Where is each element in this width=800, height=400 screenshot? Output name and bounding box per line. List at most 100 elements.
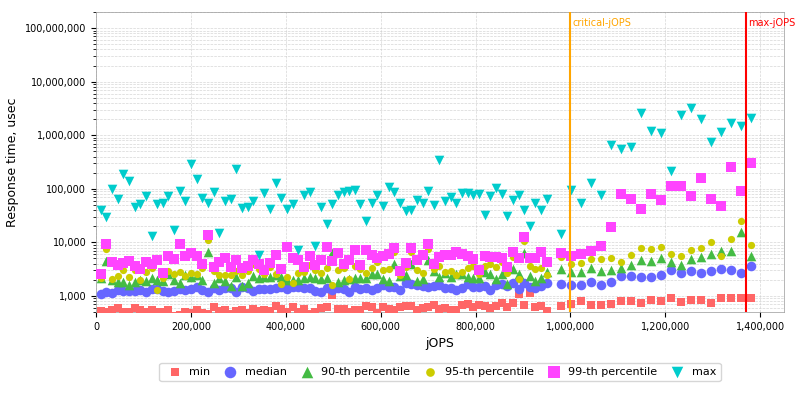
95-th percentile	[224, 272, 237, 278]
max	[462, 190, 474, 196]
99-th percentile	[168, 256, 181, 263]
min	[438, 304, 451, 311]
min	[349, 307, 362, 314]
median	[349, 284, 362, 291]
90-th percentile	[246, 273, 259, 279]
99-th percentile	[501, 264, 514, 270]
90-th percentile	[342, 276, 355, 282]
99-th percentile	[246, 257, 259, 263]
90-th percentile	[422, 257, 434, 264]
90-th percentile	[309, 275, 322, 281]
99-th percentile	[625, 196, 638, 202]
min	[523, 289, 536, 296]
99-th percentile	[427, 261, 440, 268]
median	[554, 281, 567, 288]
median	[331, 285, 344, 292]
min	[501, 304, 514, 310]
max	[281, 206, 294, 212]
median	[645, 274, 658, 280]
95-th percentile	[512, 276, 525, 282]
99-th percentile	[744, 159, 757, 166]
99-th percentile	[484, 254, 497, 260]
90-th percentile	[484, 271, 497, 277]
99-th percentile	[725, 164, 738, 170]
99-th percentile	[518, 234, 530, 240]
median	[565, 282, 578, 288]
min	[529, 304, 542, 310]
median	[427, 283, 440, 290]
min	[506, 300, 519, 306]
90-th percentile	[665, 259, 678, 266]
99-th percentile	[665, 183, 678, 189]
min	[366, 304, 378, 311]
min	[705, 300, 718, 306]
99-th percentile	[303, 253, 316, 260]
95-th percentile	[685, 247, 698, 253]
median	[495, 281, 508, 287]
min	[342, 309, 355, 316]
90-th percentile	[495, 270, 508, 277]
median	[275, 283, 288, 290]
99-th percentile	[117, 260, 130, 266]
max	[565, 186, 578, 193]
max	[523, 222, 536, 229]
95-th percentile	[456, 269, 469, 275]
median	[337, 286, 350, 292]
min	[554, 303, 567, 309]
median	[478, 283, 491, 289]
max	[665, 167, 678, 174]
median	[218, 285, 231, 292]
99-th percentile	[444, 252, 457, 258]
median	[366, 286, 378, 293]
median	[529, 285, 542, 292]
max	[416, 200, 429, 206]
max	[264, 206, 277, 212]
max	[157, 200, 170, 206]
99-th percentile	[230, 257, 242, 264]
95-th percentile	[444, 268, 457, 274]
90-th percentile	[145, 275, 158, 282]
min	[625, 298, 638, 305]
median	[382, 284, 395, 291]
min	[207, 304, 220, 310]
95-th percentile	[168, 271, 181, 278]
median	[585, 278, 598, 285]
99-th percentile	[456, 250, 469, 257]
95-th percentile	[371, 259, 384, 265]
90-th percentile	[634, 257, 647, 263]
99-th percentile	[523, 255, 536, 261]
90-th percentile	[433, 274, 446, 280]
99-th percentile	[309, 262, 322, 268]
95-th percentile	[565, 261, 578, 268]
99-th percentile	[213, 258, 226, 265]
99-th percentile	[394, 267, 406, 274]
95-th percentile	[734, 217, 747, 224]
median	[94, 291, 107, 298]
median	[303, 285, 316, 292]
min	[512, 291, 525, 297]
median	[433, 282, 446, 288]
max	[303, 189, 316, 195]
median	[416, 282, 429, 289]
99-th percentile	[554, 250, 567, 256]
90-th percentile	[314, 276, 327, 283]
X-axis label: jOPS: jOPS	[426, 337, 454, 350]
min	[382, 306, 395, 312]
90-th percentile	[574, 269, 587, 275]
min	[270, 302, 282, 309]
95-th percentile	[473, 271, 486, 278]
90-th percentile	[450, 270, 463, 277]
90-th percentile	[410, 278, 423, 284]
median	[145, 286, 158, 293]
95-th percentile	[292, 270, 305, 277]
95-th percentile	[377, 267, 390, 273]
max	[456, 190, 469, 196]
max	[179, 198, 192, 204]
min	[410, 306, 423, 313]
90-th percentile	[382, 278, 395, 284]
median	[405, 281, 418, 288]
95-th percentile	[427, 265, 440, 272]
95-th percentile	[179, 273, 192, 280]
99-th percentile	[270, 252, 282, 258]
90-th percentile	[128, 279, 141, 286]
